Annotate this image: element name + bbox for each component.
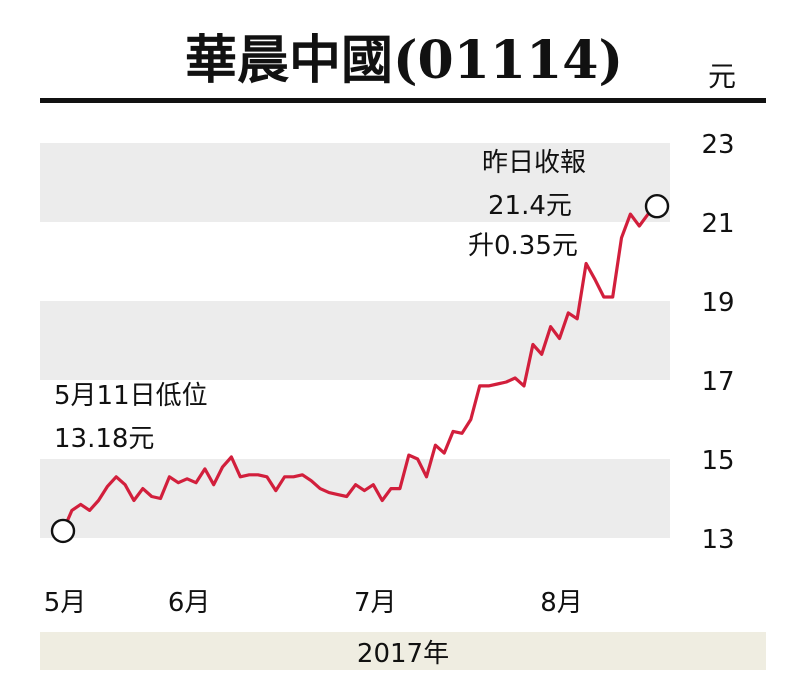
y-tick-label: 19 — [701, 288, 734, 318]
background-band-1 — [40, 459, 670, 538]
y-tick-label: 15 — [701, 446, 734, 476]
low-annotation: 5月11日低位 13.18元 — [54, 381, 208, 454]
y-axis-ticks: 13 15 17 19 21 23 — [701, 130, 734, 555]
low-point-marker — [50, 518, 76, 544]
close-annotation-line2: 21.4元 — [488, 191, 572, 221]
x-tick-label: 8月 — [540, 588, 583, 618]
y-tick-label: 13 — [701, 525, 734, 555]
title-rule — [40, 98, 766, 103]
x-tick-label: 7月 — [354, 588, 397, 618]
price-line — [61, 204, 659, 533]
chart-title: 華晨中國(01114) — [185, 30, 623, 91]
background-band-2 — [40, 301, 670, 380]
x-tick-label: 5月 — [44, 588, 87, 618]
close-point-marker — [644, 193, 670, 219]
footer-year-label: 2017年 — [357, 639, 449, 669]
point-markers — [50, 193, 670, 544]
low-annotation-line2: 13.18元 — [54, 424, 154, 454]
low-annotation-line1: 5月11日低位 — [54, 381, 208, 411]
background-bands — [40, 143, 670, 538]
background-band-3 — [40, 143, 670, 222]
footer-band — [40, 632, 766, 670]
close-annotation-line1: 昨日收報 — [482, 148, 586, 178]
x-tick-label: 6月 — [168, 588, 211, 618]
y-tick-label: 21 — [701, 209, 734, 239]
x-axis-ticks: 5月 6月 7月 8月 — [44, 588, 583, 618]
unit-label: 元 — [708, 60, 736, 93]
y-tick-label: 23 — [701, 130, 734, 160]
close-annotation-line3: 升0.35元 — [468, 231, 578, 261]
y-tick-label: 17 — [701, 367, 734, 397]
close-annotation: 昨日收報 21.4元 升0.35元 — [468, 148, 586, 261]
